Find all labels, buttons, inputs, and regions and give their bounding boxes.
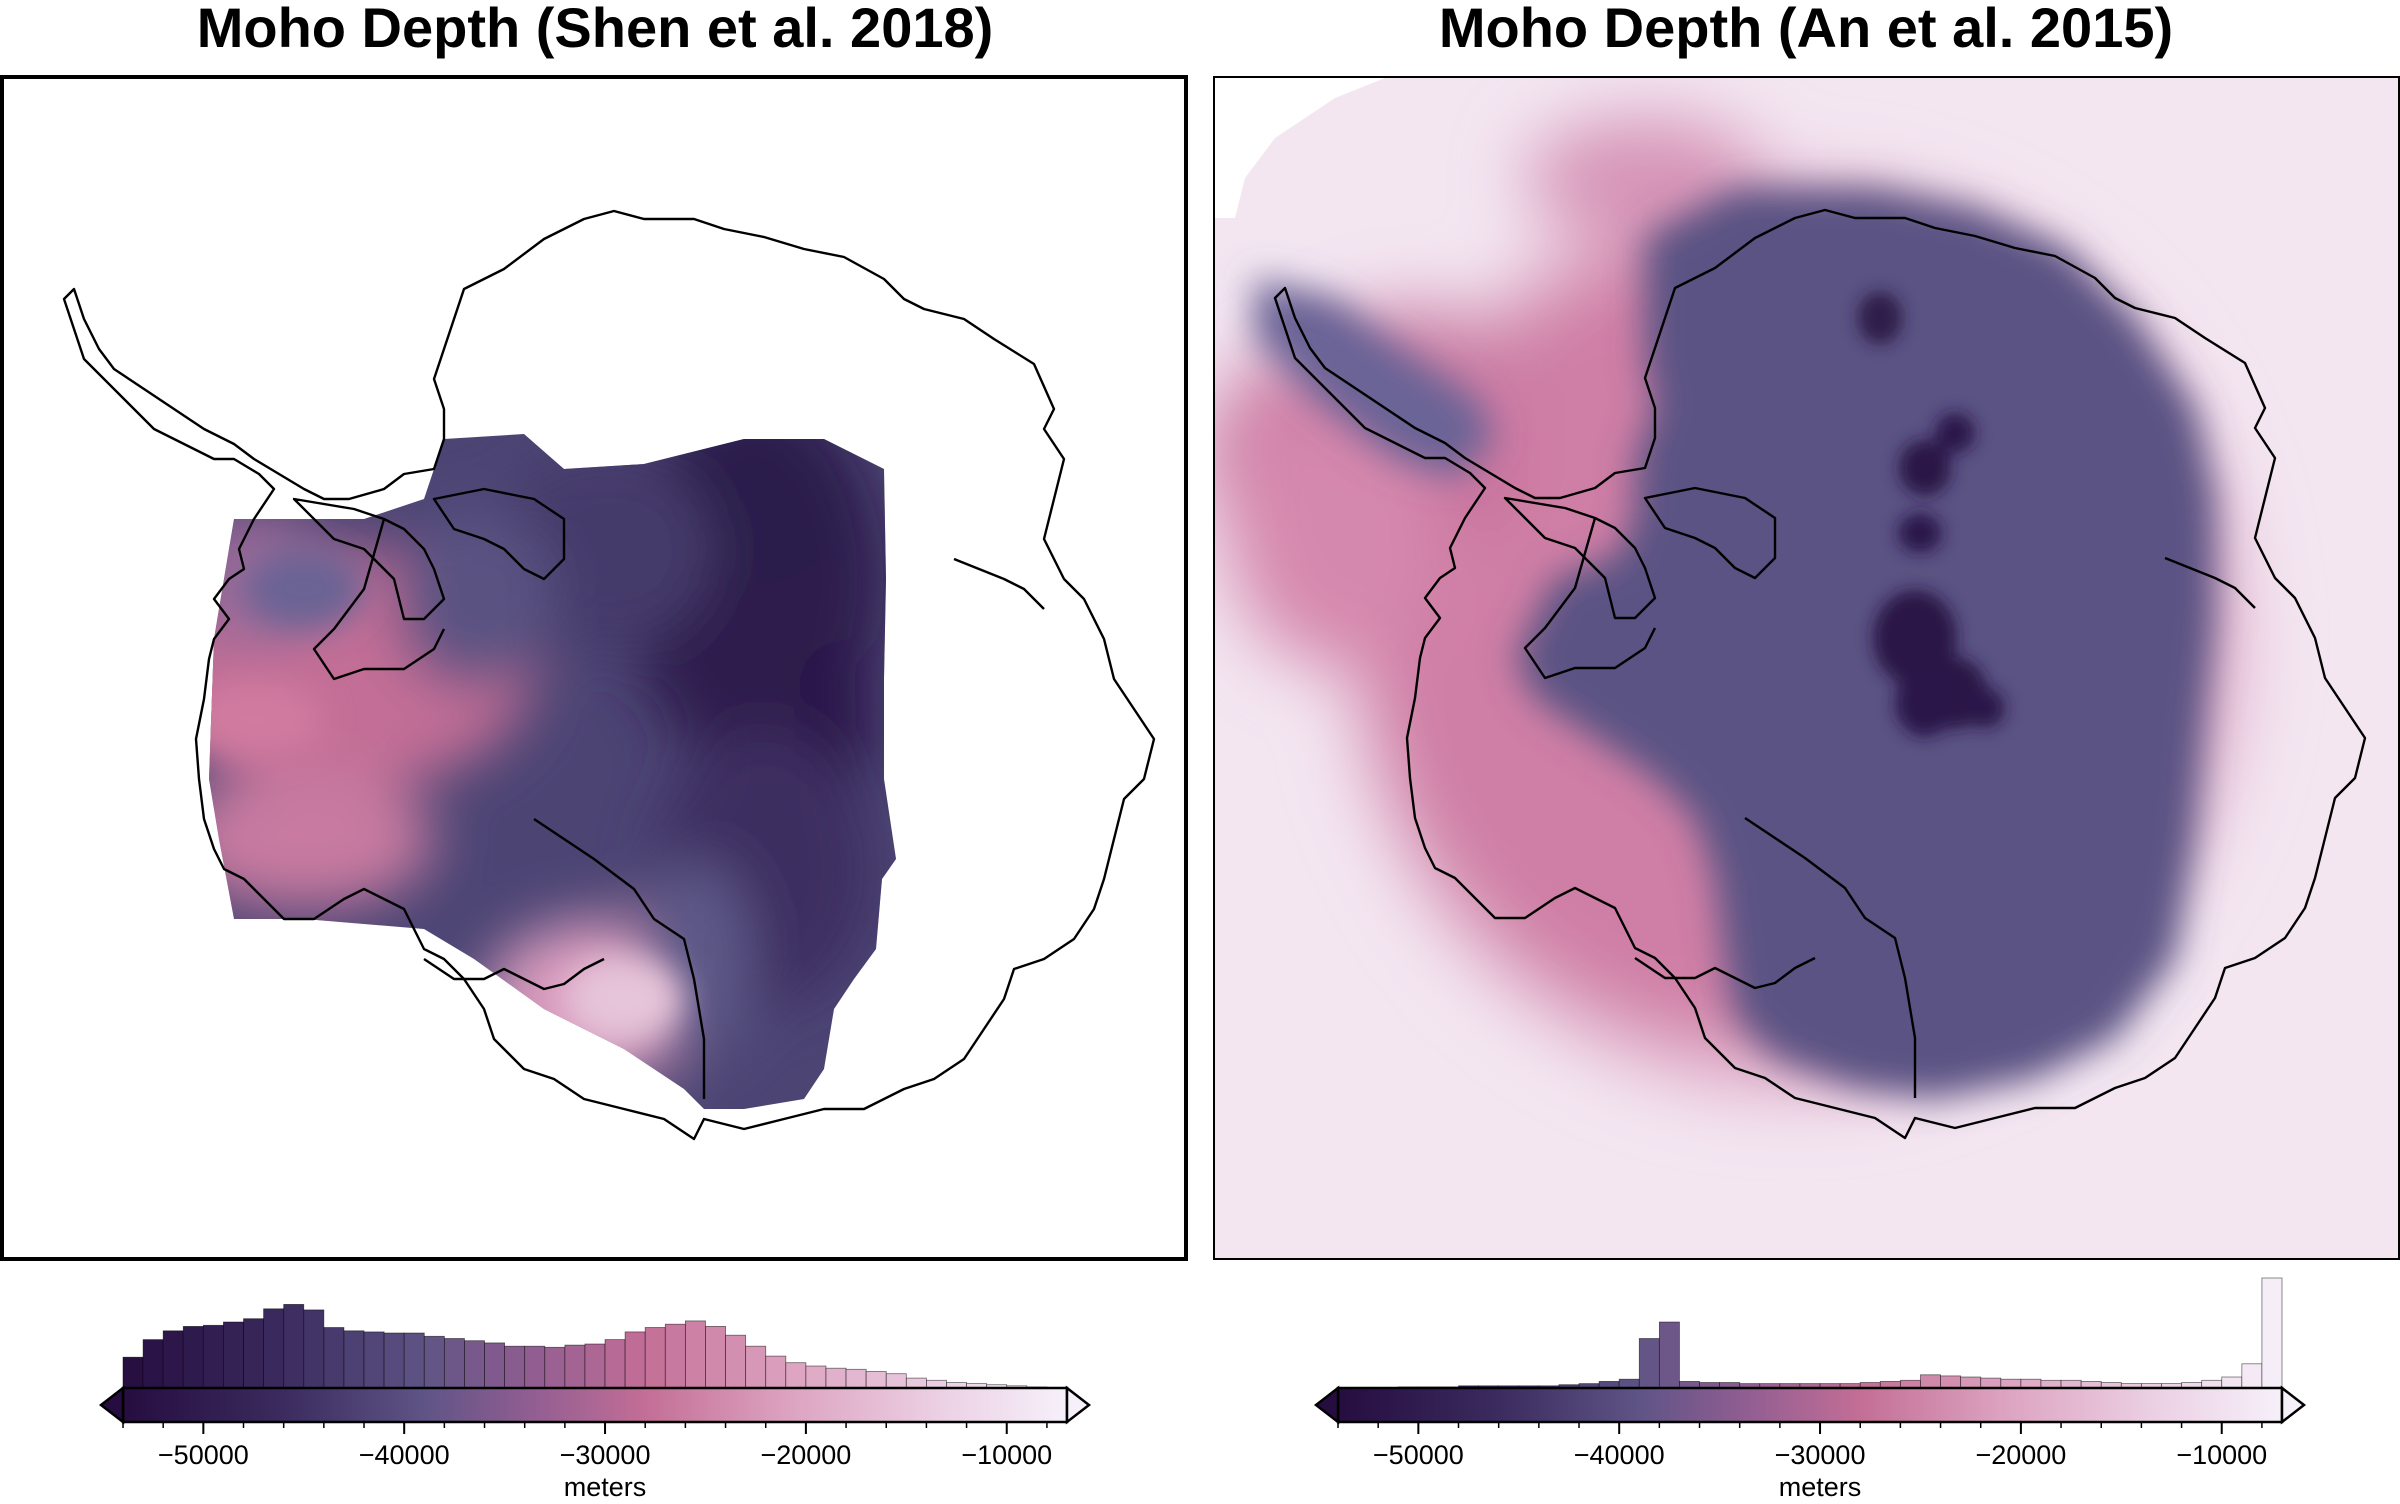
- colorbar-tick-label: −10000: [961, 1440, 1052, 1470]
- histogram-bar: [885, 1373, 907, 1389]
- histogram-bar: [363, 1331, 385, 1389]
- histogram-bar: [564, 1344, 586, 1389]
- histogram-bar: [1940, 1375, 1962, 1389]
- histogram-bar: [584, 1343, 606, 1389]
- histogram-bar: [2261, 1277, 2283, 1389]
- antarctica-coastline-an: [1273, 208, 2367, 1140]
- colorbar-shen: −50000 −40000 −30000 −20000 −10000 meters: [95, 1270, 1095, 1504]
- histogram-bar: [202, 1324, 224, 1389]
- panel-title-shen: Moho Depth (Shen et al. 2018): [196, 0, 994, 59]
- colorbar-extend-low: [1313, 1385, 1340, 1425]
- histogram-bar: [122, 1356, 144, 1389]
- histogram-bar: [162, 1330, 184, 1389]
- histogram-bar: [263, 1308, 285, 1389]
- panel-title-an: Moho Depth (An et al. 2015): [1438, 0, 2174, 59]
- colorbar-gradient: [121, 1386, 1069, 1424]
- histogram-bar: [383, 1332, 405, 1389]
- histogram-bar: [1920, 1374, 1941, 1389]
- colorbar-unit-label: meters: [564, 1472, 647, 1502]
- histogram-bar: [423, 1335, 445, 1389]
- map-shen-svg: [62, 209, 1156, 1141]
- histogram-bar: [1658, 1321, 1680, 1389]
- histogram-bar: [705, 1326, 726, 1389]
- histogram-bar: [343, 1330, 365, 1389]
- histogram-bar: [464, 1340, 485, 1389]
- map-an-svg: [1215, 78, 2398, 1258]
- colorbar-an: −50000 −40000 −30000 −20000 −10000 meters: [1310, 1270, 2310, 1504]
- colorbar-tick-label: −50000: [158, 1440, 249, 1470]
- colorbar-tick-label: −30000: [560, 1440, 651, 1470]
- colorbar-tick-label: −20000: [760, 1440, 851, 1470]
- map-shen-2018: [0, 75, 1188, 1261]
- colorbar-extend-low: [98, 1385, 125, 1425]
- histogram-bar: [845, 1368, 867, 1389]
- colorbar-tick-label: −30000: [1775, 1440, 1866, 1470]
- histogram-bar: [443, 1338, 465, 1389]
- histogram-bar: [1638, 1338, 1660, 1389]
- colorbar-tick-label: −40000: [359, 1440, 450, 1470]
- histogram-bars: [1397, 1277, 2283, 1389]
- colorbar-tick-label: −20000: [1975, 1440, 2066, 1470]
- histogram-bar: [243, 1318, 264, 1389]
- histogram-bar: [283, 1304, 305, 1389]
- histogram-bar: [604, 1339, 626, 1389]
- colorbar-tick-label: −50000: [1373, 1440, 1464, 1470]
- histogram-bar: [684, 1320, 706, 1389]
- histogram-bar: [1980, 1377, 2002, 1389]
- histogram-bar: [142, 1339, 164, 1389]
- histogram-bar: [2221, 1376, 2243, 1389]
- antarctica-coastline: [62, 209, 1156, 1141]
- histogram-bar: [544, 1346, 566, 1389]
- colorbar-tick-label: −40000: [1574, 1440, 1665, 1470]
- histogram-bar: [2241, 1363, 2263, 1389]
- histogram-bar: [303, 1309, 325, 1389]
- histogram-bar: [2000, 1378, 2022, 1389]
- histogram-bar: [484, 1342, 506, 1389]
- colorbar-gradient: [1336, 1386, 2284, 1424]
- histogram-bar: [745, 1345, 767, 1389]
- colorbar-tick-label: −10000: [2176, 1440, 2267, 1470]
- histogram-bar: [624, 1331, 646, 1389]
- histogram-bar: [865, 1371, 887, 1389]
- histogram-bar: [765, 1355, 787, 1389]
- histogram-bar: [323, 1327, 345, 1389]
- histogram-bar: [403, 1332, 425, 1389]
- histogram-bar: [223, 1321, 244, 1389]
- map-an-2015: [1213, 76, 2400, 1260]
- colorbar-histogram-an: −50000 −40000 −30000 −20000 −10000 meters: [1313, 1277, 2307, 1502]
- colorbar-histogram-shen: −50000 −40000 −30000 −20000 −10000 meters: [98, 1304, 1092, 1502]
- moho-shen-raster: [209, 434, 896, 1109]
- histogram-bar: [664, 1323, 686, 1389]
- histogram-bar: [182, 1326, 204, 1389]
- histogram-bar: [524, 1345, 546, 1389]
- histogram-bar: [825, 1367, 847, 1389]
- histogram-bar: [785, 1362, 807, 1389]
- histogram-bar: [1618, 1378, 1640, 1389]
- moho-an-raster: [1215, 78, 2398, 1258]
- histogram-bars: [122, 1304, 1048, 1389]
- histogram-bar: [1960, 1376, 1982, 1389]
- histogram-bar: [905, 1377, 927, 1389]
- colorbar-extend-high: [2280, 1385, 2307, 1425]
- histogram-bar: [644, 1327, 666, 1389]
- colorbar-extend-high: [1065, 1385, 1092, 1425]
- histogram-bar: [725, 1334, 747, 1389]
- colorbar-unit-label: meters: [1779, 1472, 1862, 1502]
- histogram-bar: [504, 1345, 526, 1389]
- histogram-bar: [2020, 1378, 2042, 1389]
- histogram-bar: [805, 1365, 827, 1389]
